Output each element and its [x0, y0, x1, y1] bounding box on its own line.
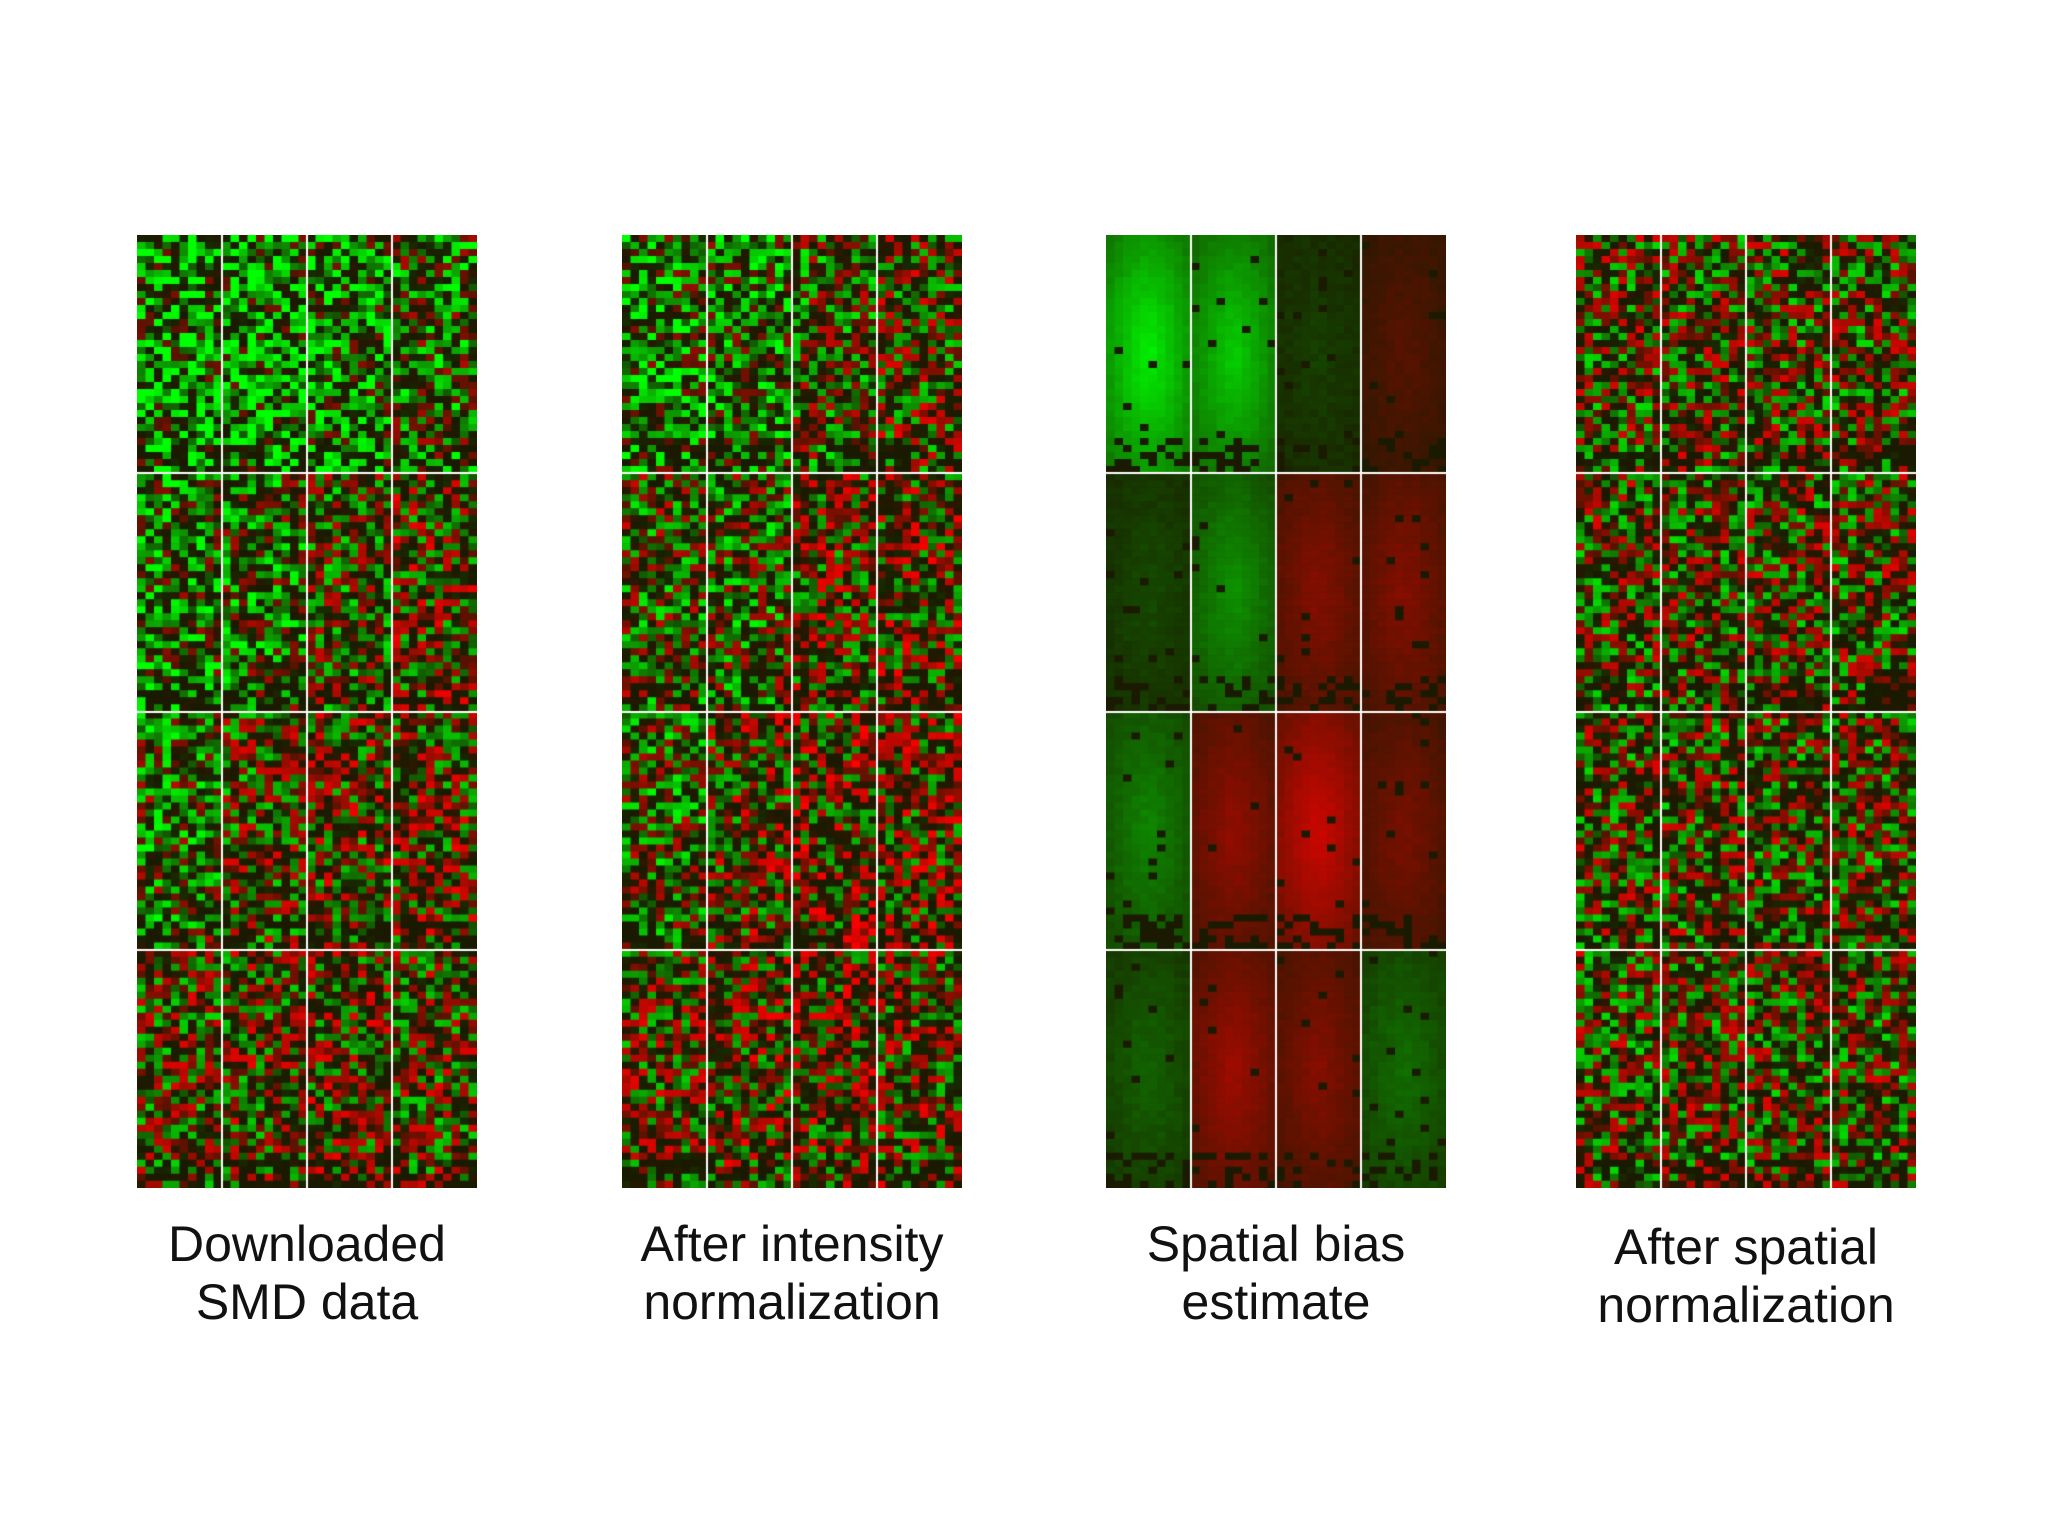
caption-spatial-normalization: After spatial normalization	[1516, 1218, 1976, 1334]
heatmap-intensity-normalization	[622, 235, 962, 1188]
caption-line2: normalization	[1597, 1277, 1895, 1333]
heatmap-spatial-bias	[1106, 235, 1446, 1188]
heatmap-canvas-downloaded	[137, 235, 477, 1188]
caption-line1: Downloaded	[168, 1216, 446, 1272]
caption-line2: estimate	[1181, 1274, 1371, 1330]
caption-spatial-bias: Spatial bias estimate	[1046, 1215, 1506, 1331]
heatmap-spatial-normalization	[1576, 235, 1916, 1188]
heatmap-downloaded	[137, 235, 477, 1188]
heatmap-canvas-intensity	[622, 235, 962, 1188]
heatmap-canvas-spatial	[1576, 235, 1916, 1188]
caption-line1: Spatial bias	[1146, 1216, 1406, 1272]
caption-intensity-normalization: After intensity normalization	[562, 1215, 1022, 1331]
heatmap-canvas-bias	[1106, 235, 1446, 1188]
caption-line1: After spatial	[1613, 1219, 1878, 1275]
caption-downloaded: Downloaded SMD data	[77, 1215, 537, 1331]
caption-line2: normalization	[643, 1274, 941, 1330]
caption-line2: SMD data	[195, 1274, 419, 1330]
caption-line1: After intensity	[640, 1216, 944, 1272]
